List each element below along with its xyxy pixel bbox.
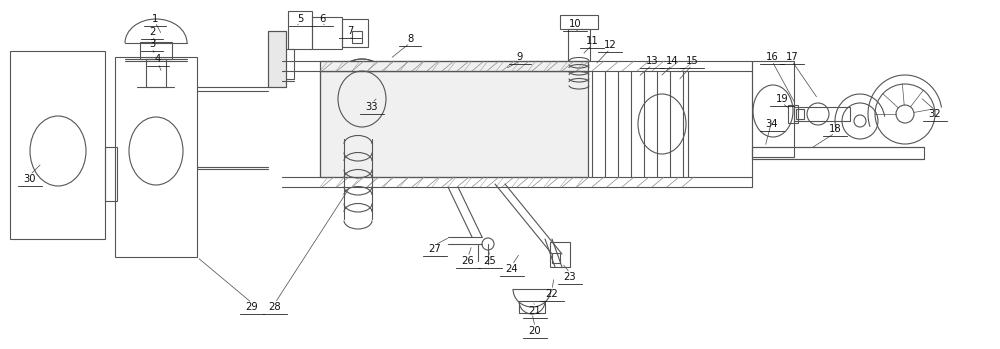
Text: 15: 15 [686, 56, 698, 66]
Bar [320, 71, 588, 177]
Bar [752, 61, 794, 157]
Text: 8: 8 [407, 34, 413, 44]
Bar [288, 11, 312, 49]
Bar [115, 57, 197, 257]
Text: 24: 24 [506, 264, 518, 274]
Bar [282, 49, 294, 79]
Text: 34: 34 [766, 119, 778, 129]
Text: 18: 18 [829, 124, 841, 134]
Text: 5: 5 [297, 14, 303, 24]
Text: 4: 4 [155, 54, 161, 64]
Bar [268, 31, 286, 87]
Text: 30: 30 [24, 174, 36, 184]
Text: 23: 23 [564, 272, 576, 282]
Bar [312, 17, 342, 49]
Text: 13: 13 [646, 56, 658, 66]
Text: 32: 32 [929, 109, 941, 119]
Text: 17: 17 [786, 52, 798, 62]
Bar [552, 253, 560, 263]
Bar [752, 147, 924, 159]
Bar [320, 61, 588, 71]
Text: 14: 14 [666, 56, 678, 66]
Text: 6: 6 [319, 14, 325, 24]
Text: 28: 28 [269, 302, 281, 312]
Text: 33: 33 [366, 102, 378, 112]
Text: 1: 1 [152, 14, 158, 24]
Text: 7: 7 [347, 26, 353, 36]
Text: 26: 26 [462, 256, 474, 266]
Text: 2: 2 [149, 27, 155, 37]
Bar [320, 61, 588, 71]
Text: 9: 9 [517, 52, 523, 62]
Text: 16: 16 [766, 52, 778, 62]
Bar [788, 105, 798, 123]
Bar [320, 71, 588, 177]
Text: 25: 25 [484, 256, 496, 266]
Bar [268, 31, 286, 87]
Text: 20: 20 [529, 326, 541, 336]
Bar [105, 147, 117, 201]
Bar [352, 31, 362, 43]
Bar [10, 51, 105, 239]
Text: 3: 3 [149, 39, 155, 49]
Bar [550, 242, 570, 267]
Text: 27: 27 [429, 244, 441, 254]
Bar [140, 42, 172, 59]
Bar [796, 109, 804, 119]
Text: 10: 10 [569, 19, 581, 29]
Text: 22: 22 [546, 289, 558, 299]
Text: 12: 12 [604, 40, 616, 50]
Bar [146, 59, 166, 87]
Bar [568, 29, 590, 61]
Text: 21: 21 [529, 306, 541, 316]
Text: 11: 11 [586, 36, 598, 46]
Text: 29: 29 [246, 302, 258, 312]
Bar [342, 19, 368, 47]
Text: 19: 19 [776, 94, 788, 104]
Bar [560, 15, 598, 29]
Bar [794, 107, 850, 121]
